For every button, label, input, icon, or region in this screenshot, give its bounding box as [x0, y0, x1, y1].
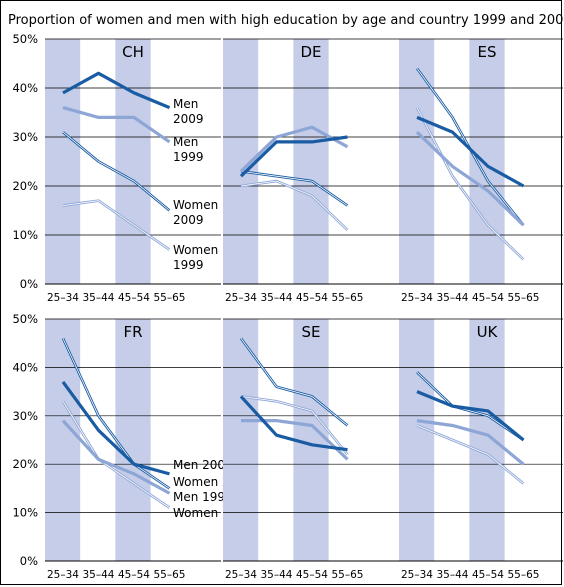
y-tick-label: 10%	[12, 228, 38, 242]
series-line-inner-women-2009	[62, 131, 170, 211]
panels: 0% 10% 20% 30% 40% 50% 0% 10% 20% 30% 40% 50% CH 25–3…	[12, 32, 563, 581]
x-tick-label: 25–34	[401, 292, 433, 304]
x-tick-label: 55–65	[508, 569, 540, 581]
series-label-line: 1999	[173, 150, 204, 164]
y-tick-label: 10%	[12, 506, 38, 520]
country-label: DE	[300, 43, 321, 61]
series-label-line: 2009	[173, 112, 204, 126]
series-line-inner-women-1999	[240, 180, 348, 231]
x-tick-label: 55–65	[332, 292, 364, 304]
series-label: Men 1999	[173, 490, 233, 504]
country-label: ES	[478, 43, 497, 61]
age-band	[293, 39, 329, 284]
x-tick-label: 45–54	[118, 292, 150, 304]
y-tick-label: 0%	[20, 554, 38, 568]
country-label: SE	[302, 323, 321, 341]
x-tick-label: 35–44	[437, 292, 469, 304]
series-line-men-2009	[62, 71, 171, 110]
age-band	[469, 39, 505, 284]
series-label: Women 2009	[173, 198, 218, 227]
series-label: Men 2009	[173, 97, 204, 126]
series-line-men-2009	[416, 390, 525, 442]
x-tick-label: 45–54	[296, 292, 328, 304]
panel-se: SE 25–34 35–44 45–54 55–65	[223, 318, 399, 581]
y-tick-label: 40%	[12, 81, 38, 95]
x-tick-label: 35–44	[261, 569, 293, 581]
x-tick-label: 45–54	[472, 292, 504, 304]
y-tick-label: 50%	[12, 32, 38, 46]
series-line-men-1999	[62, 106, 171, 144]
series-line-men-1999	[416, 419, 525, 466]
series-line-inner-women-1999	[62, 401, 170, 509]
country-label: FR	[123, 323, 142, 341]
series-line-men-1999	[415, 130, 525, 227]
series-label-line: Women	[173, 198, 218, 212]
y-tick-label: 50%	[12, 312, 38, 326]
series-line-inner-women-2009	[416, 371, 524, 441]
x-tick-label: 25–34	[47, 569, 79, 581]
age-band	[45, 39, 81, 284]
series-line-men-2009	[61, 380, 170, 476]
age-band	[115, 319, 151, 561]
series-line-inner-women-1999	[416, 107, 524, 260]
series-line-inner-women-1999	[416, 425, 524, 484]
series-line-men-2009	[416, 115, 525, 188]
series-label: Women 1999	[173, 243, 218, 272]
series-label: Men 2009	[173, 458, 233, 472]
series-line-inner-women-2009	[62, 338, 170, 489]
age-band	[399, 39, 435, 284]
y-tick-label: 30%	[12, 130, 38, 144]
y-tick-label: 20%	[12, 179, 38, 193]
age-band	[45, 319, 81, 561]
series-label: Men 1999	[173, 135, 204, 164]
x-tick-label: 35–44	[83, 292, 115, 304]
x-tick-label: 35–44	[83, 569, 115, 581]
country-label: CH	[122, 43, 144, 61]
series-label-line: Women	[173, 243, 218, 257]
x-tick-label: 25–34	[225, 292, 257, 304]
panel-es: ES 25–34 35–44 45–54 55–65	[399, 38, 563, 304]
y-tick-label: 40%	[12, 360, 38, 374]
x-tick-label: 55–65	[154, 292, 186, 304]
series-line-men-2009	[239, 135, 348, 178]
x-tick-label: 25–34	[401, 569, 433, 581]
series-label-line: 1999	[173, 258, 204, 272]
series-line-inner-women-1999	[240, 396, 348, 455]
y-tick-label: 30%	[12, 409, 38, 423]
x-tick-label: 35–44	[437, 569, 469, 581]
series-line-inner-women-1999	[62, 200, 170, 251]
x-tick-label: 45–54	[296, 569, 328, 581]
panel-de: DE 25–34 35–44 45–54 55–65	[223, 38, 399, 304]
y-tick-label: 20%	[12, 457, 38, 471]
y-tick-label: 0%	[20, 277, 38, 291]
x-tick-label: 45–54	[472, 569, 504, 581]
age-band	[115, 39, 151, 284]
age-band	[469, 319, 505, 561]
series-label-line: Men	[173, 135, 198, 149]
series-line-inner-women-2009	[240, 170, 348, 206]
series-line-men-1999	[61, 419, 171, 495]
panel-uk: UK 25–34 35–44 45–54 55–65	[399, 318, 563, 581]
age-band	[399, 319, 435, 561]
x-tick-label: 25–34	[47, 292, 79, 304]
x-tick-label: 35–44	[261, 292, 293, 304]
series-label-line: 2009	[173, 213, 204, 227]
x-tick-label: 25–34	[225, 569, 257, 581]
x-tick-label: 55–65	[154, 569, 186, 581]
country-label: UK	[477, 323, 499, 341]
series-label-line: Men	[173, 97, 198, 111]
x-tick-label: 55–65	[332, 569, 364, 581]
chart-title: Proportion of women and men with high ed…	[8, 13, 563, 28]
series-line-men-1999	[241, 419, 349, 461]
series-line-inner-women-2009	[240, 338, 348, 426]
x-tick-label: 55–65	[508, 292, 540, 304]
series-line-men-1999	[239, 125, 349, 173]
x-tick-label: 45–54	[118, 569, 150, 581]
age-band	[223, 319, 259, 561]
series-line-men-2009	[239, 395, 348, 452]
